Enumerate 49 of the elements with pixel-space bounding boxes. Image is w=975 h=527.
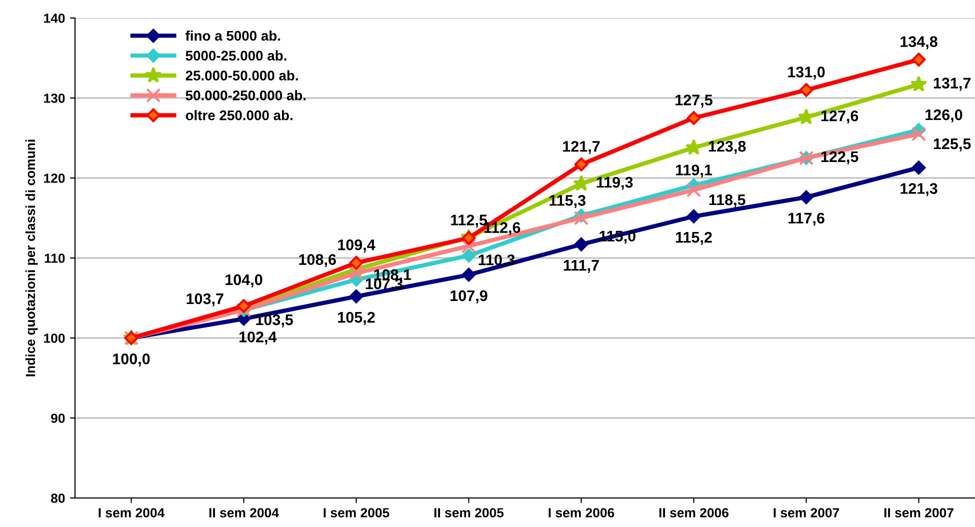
y-tick-label: 110 (44, 254, 65, 263)
data-label: 121,3 (900, 183, 938, 196)
x-tick-label: II sem 2007 (884, 508, 954, 518)
y-tick-label: 140 (44, 14, 65, 23)
x-tick-label: I sem 2007 (774, 508, 840, 518)
legend-label: oltre 250.000 ab. (186, 110, 292, 120)
data-label: 127,6 (821, 110, 858, 124)
legend-label: fino a 5000 ab. (186, 30, 280, 41)
data-label: 103,5 (256, 314, 293, 328)
data-label: 122,5 (821, 151, 858, 164)
data-label: 117,6 (788, 212, 824, 226)
legend-label: 50.000-250.000 ab. (186, 90, 306, 100)
x-tick-label: II sem 2005 (434, 508, 504, 518)
y-tick-label: 100 (44, 334, 65, 343)
data-label: 102,4 (239, 332, 277, 345)
y-tick-label: 120 (44, 174, 65, 183)
y-axis-title: Indice quotazioni per classi di comuni (25, 140, 38, 376)
data-label: 104,0 (226, 274, 262, 288)
data-label: 126,0 (926, 109, 962, 122)
data-label: 121,7 (563, 141, 600, 154)
x-tick-label: II sem 2004 (209, 508, 279, 518)
data-label: 123,8 (708, 140, 746, 154)
data-label: 131,7 (934, 78, 971, 91)
y-tick-label: 130 (44, 94, 65, 103)
data-label: 127,5 (676, 94, 712, 108)
data-label: 119,1 (676, 164, 712, 178)
data-label: 100,0 (113, 354, 150, 367)
data-label: 103,7 (186, 293, 224, 306)
data-label: 108,6 (299, 254, 336, 268)
data-label: 125,5 (934, 138, 971, 152)
y-tick-label: 90 (51, 414, 65, 423)
data-label: 115,2 (676, 232, 712, 245)
data-label: 110,3 (478, 254, 515, 268)
data-label: 134,8 (900, 36, 938, 50)
data-label: 119,3 (596, 176, 633, 190)
data-label: 118,5 (709, 194, 746, 208)
data-label: 111,7 (564, 260, 599, 273)
legend-label: 5000-25.000 ab. (186, 50, 286, 61)
data-label: 105,2 (338, 312, 375, 325)
x-tick-label: I sem 2005 (324, 508, 390, 518)
data-label: 115,3 (550, 194, 586, 208)
data-label: 107,9 (450, 290, 488, 304)
x-tick-label: II sem 2006 (659, 508, 728, 518)
y-tick-label: 80 (51, 494, 65, 503)
x-tick-label: I sem 2006 (548, 508, 614, 518)
legend-label: 25.000-50.000 ab. (186, 70, 298, 80)
x-tick-label: I sem 2004 (98, 508, 165, 518)
data-label: 131,0 (788, 66, 825, 80)
data-label: 109,4 (338, 239, 376, 252)
